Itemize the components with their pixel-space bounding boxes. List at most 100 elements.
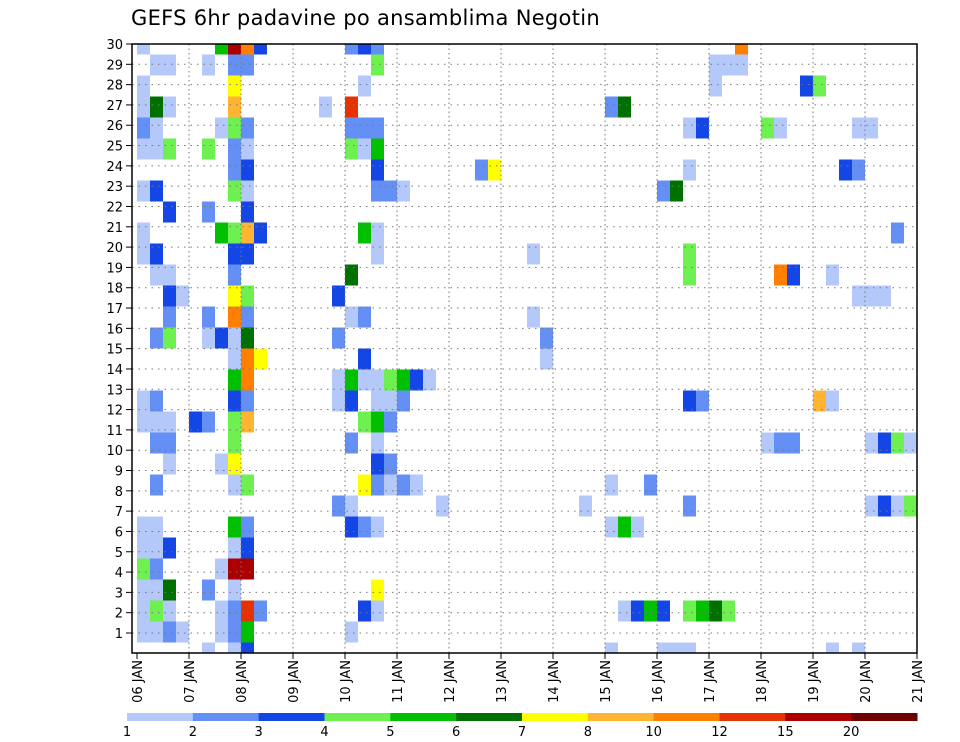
heatmap-cell [163,264,176,286]
x-tick-label: 12 JAN [443,660,458,703]
heatmap-cell [228,264,241,286]
x-tick-label: 06 JAN [131,660,146,703]
heatmap-cell [345,432,358,454]
legend-label: 6 [452,725,460,740]
heatmap-cell [605,642,618,653]
heatmap-cell [150,138,163,160]
heatmap-cell [137,138,150,160]
heatmap-cell [228,159,241,181]
y-tick-label: 13 [106,383,123,398]
x-tick-label: 09 JAN [287,660,302,703]
heatmap-cell [228,243,241,265]
y-tick-label: 8 [115,485,123,500]
heatmap-cell [865,495,878,517]
x-tick-label: 13 JAN [495,660,510,703]
heatmap-cell [228,516,241,538]
heatmap-cell [163,96,176,118]
heatmap-cell [137,558,150,580]
heatmap-cell [358,44,371,55]
heatmap-cell [137,411,150,433]
heatmap-cell [878,285,891,307]
heatmap-cell [475,159,488,181]
heatmap-cell [943,76,956,97]
heatmap-cell [163,537,176,559]
heatmap-cell [865,285,878,307]
legend-label: 3 [255,725,263,740]
heatmap-cell [865,432,878,454]
heatmap-cell [358,600,371,622]
heatmap-cell [644,600,657,622]
y-tick-label: 10 [106,444,123,459]
y-tick-label: 24 [106,160,123,175]
heatmap-cell [345,621,358,643]
heatmap-cell [345,369,358,391]
heatmap-cell [150,54,163,76]
y-tick-label: 25 [106,140,123,155]
heatmap-cell [657,600,670,622]
heatmap-cell [228,579,241,601]
heatmap-cell [163,201,176,223]
legend-swatch [258,713,325,721]
heatmap-cell [878,495,891,517]
heatmap-cell [683,264,696,286]
heatmap-cell [215,327,228,349]
heatmap-cell [826,390,839,412]
heatmap-cell [228,453,241,475]
heatmap-cell [683,495,696,517]
heatmap-cell [384,390,397,412]
heatmap-cell [176,285,189,307]
heatmap-cell [826,264,839,286]
legend-label: 10 [645,725,662,740]
y-tick-label: 30 [106,38,123,53]
heatmap-cell [371,474,384,496]
heatmap-cell [228,600,241,622]
heatmap-cell [150,243,163,265]
heatmap-cell [683,243,696,265]
y-tick-label: 11 [106,424,123,439]
heatmap-cell [241,201,254,223]
heatmap-cell [358,306,371,328]
heatmap-cell [228,621,241,643]
heatmap-cell [163,411,176,433]
heatmap-cell [839,159,852,181]
heatmap-cell [644,474,657,496]
y-tick-label: 1 [115,627,123,642]
heatmap-cell [254,222,267,244]
heatmap-cell [228,411,241,433]
heatmap-cell [150,264,163,286]
x-tick-label: 08 JAN [235,660,250,703]
heatmap-cell [228,369,241,391]
heatmap-cell [241,411,254,433]
heatmap-cell [163,54,176,76]
heatmap-cell [150,621,163,643]
heatmap-cell [189,411,202,433]
heatmap-cell [228,306,241,328]
heatmap-cell [241,306,254,328]
heatmap-cell [241,621,254,643]
heatmap-cell [254,348,267,370]
heatmap-cell [163,138,176,160]
heatmap-cell [371,54,384,76]
heatmap-cell [228,222,241,244]
heatmap-cell [605,96,618,118]
heatmap-cell [670,642,683,653]
heatmap-cell [371,159,384,181]
heatmap-cell [163,432,176,454]
heatmap-cell [332,495,345,517]
heatmap-cell [904,495,917,517]
heatmap-cell [826,642,839,653]
heatmap-cell [371,369,384,391]
heatmap-cell [345,44,358,55]
heatmap-cell [228,432,241,454]
y-tick-label: 14 [106,363,123,378]
heatmap-cell [709,600,722,622]
heatmap-cell [228,348,241,370]
heatmap-cell [241,54,254,76]
heatmap-cell [891,222,904,244]
heatmap-cell [137,621,150,643]
heatmap-cell [202,327,215,349]
legend-swatch [456,713,523,721]
y-tick-label: 18 [106,282,123,297]
heatmap-cell [241,642,254,653]
